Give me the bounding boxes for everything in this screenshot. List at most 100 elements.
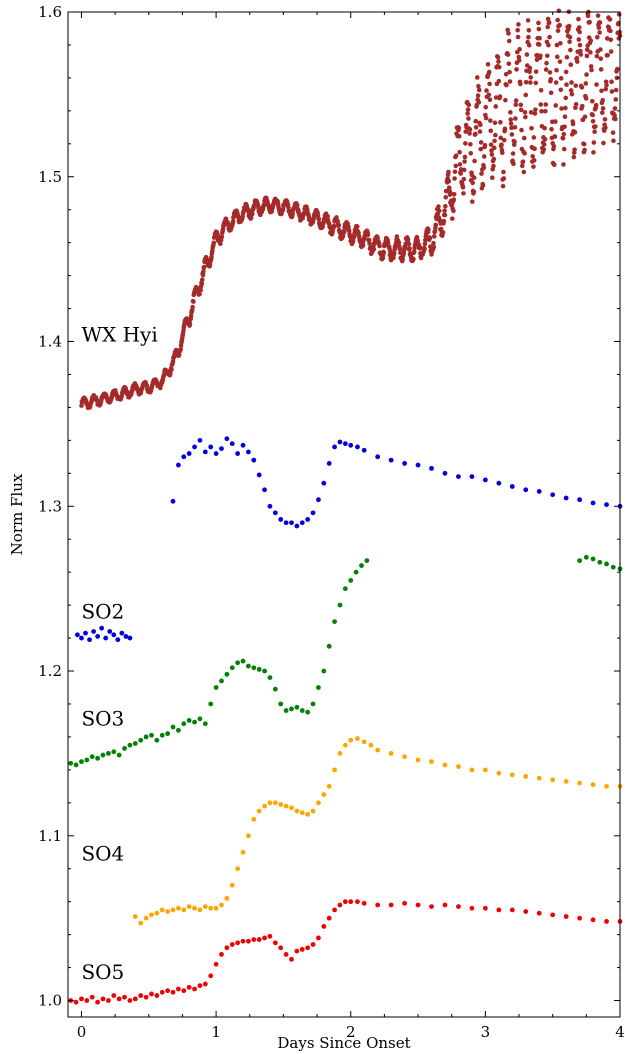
data-point <box>594 82 599 87</box>
data-point <box>415 757 421 763</box>
data-point <box>536 26 542 32</box>
series-label: SO5 <box>81 960 124 984</box>
data-point <box>402 754 407 760</box>
data-point <box>479 171 484 176</box>
data-point <box>310 942 316 947</box>
data-point <box>593 102 599 108</box>
data-point <box>107 629 113 634</box>
data-point <box>568 88 574 93</box>
data-point <box>294 523 300 529</box>
data-point <box>240 849 246 855</box>
data-point <box>536 489 542 494</box>
data-point <box>550 492 556 498</box>
data-point <box>457 162 463 167</box>
data-point <box>598 67 604 72</box>
data-point <box>493 95 499 100</box>
data-point <box>316 685 321 690</box>
data-point <box>186 904 192 910</box>
data-point <box>491 163 496 169</box>
data-point <box>456 125 462 131</box>
data-point <box>353 569 359 575</box>
data-point <box>604 919 609 924</box>
data-point <box>201 269 206 274</box>
data-point <box>602 117 608 122</box>
data-point <box>468 151 474 156</box>
data-point <box>294 808 300 814</box>
data-point <box>585 13 591 19</box>
data-point <box>116 752 122 758</box>
data-point <box>486 69 492 75</box>
data-point <box>283 803 289 809</box>
data-point <box>547 70 553 75</box>
data-point <box>89 994 95 1000</box>
data-point <box>326 915 332 921</box>
data-point <box>475 93 481 98</box>
data-point <box>272 510 278 516</box>
data-point <box>482 143 488 148</box>
data-point <box>321 792 327 797</box>
data-point <box>123 634 129 639</box>
data-point <box>240 442 246 448</box>
data-point <box>111 993 117 998</box>
data-point <box>262 803 267 809</box>
data-point <box>138 993 144 998</box>
data-point <box>415 462 421 468</box>
data-point <box>531 135 537 140</box>
data-point <box>429 759 434 765</box>
data-point <box>590 112 595 118</box>
data-point <box>561 146 567 152</box>
y-axis-label: Norm Flux <box>8 473 26 555</box>
data-point <box>513 116 518 121</box>
data-point <box>497 94 503 99</box>
data-point <box>523 487 529 493</box>
data-point <box>186 984 192 990</box>
data-point <box>340 234 346 239</box>
data-point <box>498 120 503 125</box>
data-point <box>478 146 484 152</box>
data-point <box>224 895 230 901</box>
data-point <box>186 451 192 456</box>
data-point <box>608 49 614 54</box>
data-point <box>197 291 202 297</box>
data-point <box>503 71 509 77</box>
data-point <box>79 996 84 1002</box>
data-point <box>215 232 220 238</box>
data-point <box>375 454 381 460</box>
data-point <box>529 125 534 131</box>
data-point <box>604 502 609 508</box>
data-point <box>371 247 377 252</box>
data-point <box>446 178 452 184</box>
data-point <box>316 800 321 806</box>
data-point <box>159 989 165 995</box>
data-point <box>251 816 257 822</box>
data-point <box>505 27 510 33</box>
data-point <box>568 62 574 68</box>
data-point <box>512 124 518 130</box>
data-point <box>170 907 176 913</box>
data-point <box>321 480 327 486</box>
data-point <box>100 752 106 758</box>
data-point <box>431 244 437 250</box>
data-point <box>488 128 494 134</box>
data-point <box>522 151 527 156</box>
data-point <box>473 118 479 124</box>
data-point <box>213 685 219 690</box>
data-point <box>513 102 519 108</box>
data-point <box>289 706 294 712</box>
data-point <box>267 503 273 509</box>
data-point <box>283 708 289 713</box>
data-point <box>342 742 348 748</box>
data-point <box>505 52 511 57</box>
data-point <box>256 666 262 672</box>
data-point <box>262 668 267 674</box>
data-point <box>190 304 195 310</box>
series-so4 <box>132 736 623 926</box>
data-point <box>251 665 257 671</box>
data-point <box>584 53 590 59</box>
data-point <box>381 250 387 256</box>
data-point <box>487 81 492 87</box>
data-point <box>197 983 203 989</box>
data-point <box>149 991 154 997</box>
data-point <box>603 125 608 131</box>
data-point <box>533 107 538 112</box>
